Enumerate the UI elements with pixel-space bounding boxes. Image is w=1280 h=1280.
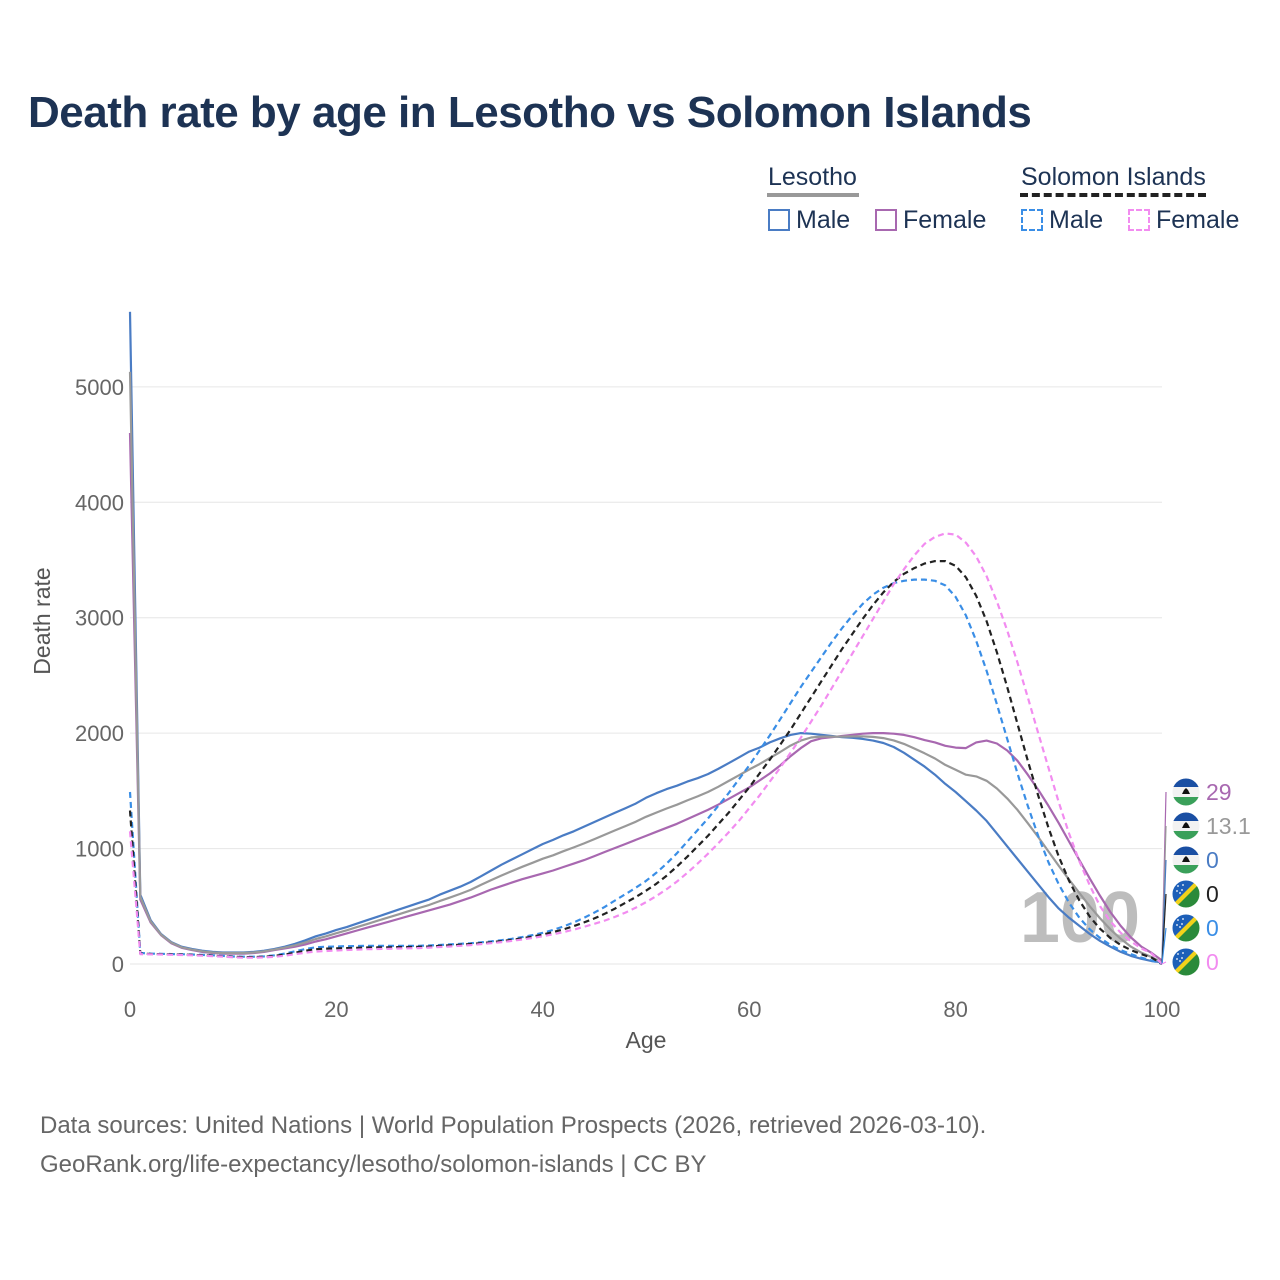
source-line-2[interactable]: GeoRank.org/life-expectancy/lesotho/solo… (40, 1151, 707, 1178)
y-tick-label: 1000 (75, 837, 124, 862)
y-axis-ticks: 0 1000 2000 3000 4000 5000 (75, 375, 124, 977)
legend-item-lesotho-male[interactable]: Male (768, 205, 850, 235)
end-connector (1161, 893, 1167, 965)
end-value-label: 0 (1206, 881, 1219, 907)
lesotho-flag-icon (1171, 845, 1201, 875)
age-watermark: 100 (1020, 878, 1140, 958)
end-value-label: 0 (1206, 847, 1219, 873)
series-line-5[interactable] (128, 532, 1163, 965)
legend-item-lesotho-female[interactable]: Female (875, 205, 986, 235)
y-tick-label: 3000 (75, 606, 124, 631)
end-value-label: 0 (1206, 949, 1219, 975)
legend-label-solomon-islands-male: Male (1049, 205, 1104, 234)
x-tick-label: 100 (1144, 997, 1181, 1022)
x-axis-ticks: 0 20 40 60 80 100 (124, 997, 1180, 1022)
lesotho-flag-icon (1171, 777, 1201, 807)
lesotho-flag-icon (1171, 811, 1201, 841)
legend-swatch-lesotho-female (875, 209, 897, 231)
y-tick-label: 5000 (75, 375, 124, 400)
series-line-2[interactable] (128, 371, 1163, 964)
legend-item-solomon-islands-male[interactable]: Male (1021, 205, 1103, 235)
end-value-label: 29 (1206, 779, 1232, 805)
chart-title: Death rate by age in Lesotho vs Solomon … (28, 88, 1032, 137)
end-connector (1161, 961, 1167, 965)
solomon-islands-flag-icon (1171, 879, 1201, 909)
legend-group-solomon-islands-line (1020, 193, 1206, 197)
series-line-3[interactable] (128, 578, 1163, 966)
legend-swatch-solomon-islands-male (1021, 209, 1043, 231)
solomon-islands-flag-icon (1171, 913, 1201, 943)
legend-group-solomon-islands[interactable]: Solomon Islands (1021, 163, 1206, 191)
series-line-1[interactable] (128, 432, 1163, 962)
legend-group-lesotho[interactable]: Lesotho (768, 163, 857, 191)
x-tick-label: 40 (531, 997, 555, 1022)
legend-label-lesotho-male: Male (796, 205, 851, 234)
legend-label-lesotho-female: Female (903, 205, 987, 234)
x-tick-label: 80 (943, 997, 967, 1022)
end-value-label: 0 (1206, 915, 1219, 941)
source-line-1: Data sources: United Nations | World Pop… (40, 1112, 987, 1139)
legend-swatch-solomon-islands-female (1128, 209, 1150, 231)
y-tick-label: 2000 (75, 721, 124, 746)
legend-group-lesotho-line (767, 193, 859, 197)
x-tick-label: 60 (737, 997, 761, 1022)
x-tick-label: 0 (124, 997, 136, 1022)
legend-label-solomon-islands-female: Female (1156, 205, 1240, 234)
x-tick-label: 20 (324, 997, 348, 1022)
legend-swatch-lesotho-male (768, 209, 790, 231)
end-connector (1161, 927, 1167, 965)
series-lines (128, 311, 1163, 966)
source-note: Data sources: United Nations | World Pop… (40, 1106, 986, 1184)
series-line-4[interactable] (128, 560, 1163, 965)
x-axis-title: Age (626, 1027, 667, 1053)
grid-lines (130, 386, 1162, 965)
legend-item-solomon-islands-female[interactable]: Female (1128, 205, 1239, 235)
solomon-islands-flag-icon (1171, 947, 1201, 977)
series-line-0[interactable] (128, 311, 1163, 964)
end-markers: 29 13.1 0 0 0 0 (1161, 777, 1251, 977)
y-axis-title: Death rate (29, 567, 55, 674)
end-value-label: 13.1 (1206, 813, 1251, 839)
y-tick-label: 4000 (75, 490, 124, 515)
y-tick-label: 0 (112, 952, 124, 977)
